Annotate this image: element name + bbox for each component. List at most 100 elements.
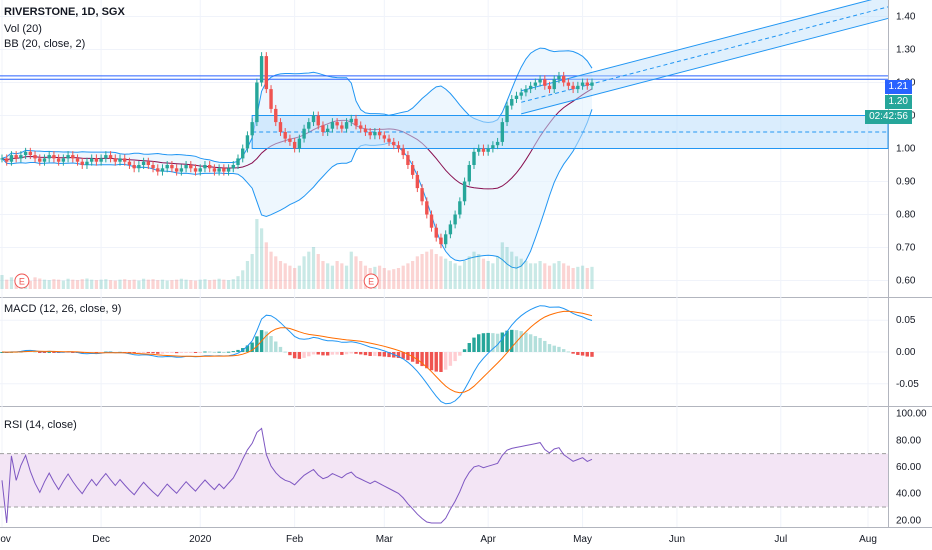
volume-bar [425,251,429,289]
volume-bar [38,278,42,289]
volume-bar [533,263,537,289]
volume-bar [99,279,103,289]
macd-histogram-bar [38,352,42,353]
volume-bar [94,280,98,289]
candle-body [363,128,368,132]
volume-bar [434,254,438,289]
macd-histogram-bar [368,352,372,356]
candle-body [580,82,585,86]
macd-histogram-bar [151,352,155,354]
macd-histogram-bar [458,352,462,356]
volume-bar [580,265,585,289]
macd-histogram-bar [396,352,401,358]
bollinger-fill [2,48,592,269]
candle-body [132,165,136,169]
macd-histogram-bar [269,336,273,352]
x-tick-label: Mar [376,534,394,545]
candle-body [557,75,561,80]
macd-tick-label: -0.05 [896,379,919,390]
earnings-marker [363,273,379,289]
macd-histogram-bar [477,334,481,352]
macd-histogram-bar [132,352,136,354]
candle-body [104,155,108,159]
earnings-marker-label: E [368,277,374,287]
rsi-legend[interactable]: RSI (14, close) [4,419,77,431]
macd-histogram-bar [193,352,198,353]
candle-body [283,132,287,139]
volume-bar [349,251,353,289]
volume-bar [321,261,325,289]
volume-bar [264,242,268,289]
macd-histogram-bar [255,336,259,352]
volume-bar [335,261,339,289]
macd-histogram-bar [415,352,420,364]
channel-lower [521,17,889,115]
candle-body [377,132,382,136]
macd-histogram-bar [222,351,226,353]
bollinger-legend[interactable]: BB (20, close, 2) [4,38,86,50]
macd-histogram-bar [401,352,405,359]
macd-tick-label: 0.05 [896,315,916,326]
macd-histogram-bar [543,340,547,352]
signal-line [1,310,593,394]
candle-body [467,165,471,182]
volume-bar [496,256,500,289]
candle-body [203,165,207,169]
candle-body [184,165,188,169]
candle-body [368,132,372,136]
candle-body [458,201,462,215]
macd-histogram-bar [420,352,424,367]
macd-tick-label: 0.00 [896,347,916,358]
candle-body [491,145,495,149]
candle-body [406,155,410,165]
price-tick-label: 0.90 [896,177,916,188]
candle-body [585,82,589,86]
candle-body [259,56,264,83]
macd-histogram-bar [297,352,302,359]
volume-bar [217,278,221,289]
volume-bar [566,265,570,289]
volume-bar [189,280,193,289]
volume-bar [396,268,401,289]
candle-body [160,168,165,172]
volume-bar [165,280,169,289]
candle-body [528,85,533,90]
candle-body [99,158,103,162]
volume-bar [562,263,566,289]
candle-body [113,158,117,162]
macd-histogram-bar [212,351,217,353]
candle-body [396,145,401,149]
volume-bar [179,278,183,289]
macd-histogram-bar [434,352,438,372]
macd-legend[interactable]: MACD (12, 26, close, 9) [4,303,122,315]
bollinger-lower [1,109,593,269]
candle-body [486,148,490,152]
volume-bar [288,265,292,289]
price-badge-teal: 1.20 [884,95,912,109]
candle-body [127,161,132,165]
candle-body [325,128,330,132]
volume-bar [354,256,358,289]
candle-body [401,148,405,156]
volume-bar [0,275,4,289]
volume-bar [481,258,486,289]
candle-body [349,118,353,123]
candle-body [207,165,212,169]
volume-bar [127,280,132,289]
candle-body [354,118,358,126]
macd-histogram-bar [429,352,434,371]
symbol-title[interactable]: RIVERSTONE, 1D, SGX [4,6,125,18]
volume-bar [411,261,415,289]
macd-histogram-bar [481,333,486,352]
volume-bar [160,279,165,289]
candle-body [538,79,542,83]
volume-bar [260,228,264,289]
macd-histogram-bar [66,352,70,353]
volume-legend[interactable]: Vol (20) [4,23,42,35]
candle-body [576,85,580,90]
rsi-tick-label: 80.00 [896,435,921,446]
candle-body [462,181,467,202]
volume-bar [359,261,363,289]
volume-bar [42,279,47,289]
